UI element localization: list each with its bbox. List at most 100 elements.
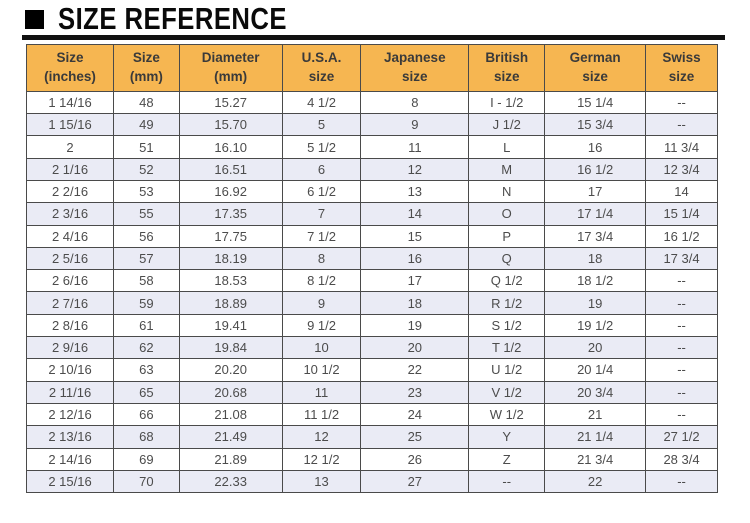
page-title: SIZE REFERENCE	[58, 2, 287, 36]
table-cell: 18.19	[178, 246, 283, 271]
table-cell: 2 5/16	[25, 246, 115, 271]
table-cell: 16 1/2	[544, 157, 647, 181]
table-cell: 2 4/16	[25, 224, 115, 248]
table-cell: 5 1/2	[281, 135, 362, 159]
table-row: 2 15/16 70 22.33 13 27 -- 22 --	[25, 469, 718, 494]
table-cell: 7	[281, 202, 362, 226]
table-cell: U 1/2	[468, 358, 546, 382]
table-cell: 12	[360, 157, 470, 181]
table-cell: 1 15/16	[25, 113, 115, 137]
table-cell: 2 2/16	[25, 179, 115, 204]
table-cell: 2 14/16	[25, 447, 115, 471]
table-cell: 58	[113, 269, 180, 293]
column-header: U.S.A. size	[281, 44, 362, 92]
table-cell: 21	[544, 402, 647, 427]
table-cell: 17 3/4	[645, 246, 718, 271]
table-row: 2 4/16 56 17.75 7 1/2 15 P 17 3/4 16 1/2	[25, 224, 718, 248]
table-cell: L	[468, 135, 546, 159]
table-cell: --	[468, 469, 546, 494]
table-cell: 26	[360, 447, 470, 471]
table-cell: V 1/2	[468, 380, 546, 404]
column-header: Japanese size	[360, 44, 470, 92]
table-row: 2 5/16 57 18.19 8 16 Q 18 17 3/4	[25, 246, 718, 271]
table-cell: 51	[113, 135, 180, 159]
table-cell: 2 15/16	[25, 469, 115, 494]
table-row: 2 14/16 69 21.89 12 1/2 26 Z 21 3/4 28 3/4	[25, 447, 718, 471]
table-cell: 15 1/4	[544, 90, 647, 115]
table-cell: 2 7/16	[25, 291, 115, 315]
table-cell: 17	[544, 179, 647, 204]
table-cell: R 1/2	[468, 291, 546, 315]
table-cell: --	[645, 113, 718, 137]
table-cell: 18	[360, 291, 470, 315]
table-cell: N	[468, 179, 546, 204]
table-cell: 59	[113, 291, 180, 315]
table-cell: 12 3/4	[645, 157, 718, 181]
table-cell: 2 9/16	[25, 336, 115, 360]
table-cell: --	[645, 358, 718, 382]
table-cell: 48	[113, 90, 180, 115]
table-cell: T 1/2	[468, 336, 546, 360]
table-cell: 17.75	[178, 224, 283, 248]
table-cell: 8	[281, 246, 362, 271]
table-cell: 11 3/4	[645, 135, 718, 159]
table-cell: 8	[360, 90, 470, 115]
table-cell: 20	[360, 336, 470, 360]
table-cell: Z	[468, 447, 546, 471]
table-row: 2 6/16 58 18.53 8 1/2 17 Q 1/2 18 1/2 --	[25, 269, 718, 293]
table-cell: 2 8/16	[25, 313, 115, 338]
table-cell: 15.27	[178, 90, 283, 115]
table-cell: I - 1/2	[468, 90, 546, 115]
table-cell: 53	[113, 179, 180, 204]
table-cell: 17 3/4	[544, 224, 647, 248]
table-row: 2 10/16 63 20.20 10 1/2 22 U 1/2 20 1/4 --	[25, 358, 718, 382]
table-cell: 8 1/2	[281, 269, 362, 293]
table-cell: P	[468, 224, 546, 248]
table-cell: 2 12/16	[25, 402, 115, 427]
table-cell: 2 1/16	[25, 157, 115, 181]
table-cell: 20.68	[178, 380, 283, 404]
table-cell: 56	[113, 224, 180, 248]
table-cell: 10 1/2	[281, 358, 362, 382]
table-cell: 18.89	[178, 291, 283, 315]
table-cell: 12 1/2	[281, 447, 362, 471]
table-cell: 14	[360, 202, 470, 226]
table-cell: 66	[113, 402, 180, 427]
table-cell: 24	[360, 402, 470, 427]
table-cell: 15 1/4	[645, 202, 718, 226]
table-cell: 2 11/16	[25, 380, 115, 404]
table-cell: 19	[360, 313, 470, 338]
table-cell: 61	[113, 313, 180, 338]
table-cell: 20	[544, 336, 647, 360]
table-cell: 23	[360, 380, 470, 404]
table-cell: 12	[281, 425, 362, 449]
table-cell: O	[468, 202, 546, 226]
table-cell: 65	[113, 380, 180, 404]
table-cell: 22	[360, 358, 470, 382]
table-row: 2 3/16 55 17.35 7 14 O 17 1/4 15 1/4	[25, 202, 718, 226]
size-reference-table: Size (inches) Size (mm) Diameter (mm) U.S.A. si…	[25, 44, 718, 494]
table-cell: 17 1/4	[544, 202, 647, 226]
table-header: Size (inches) Size (mm) Diameter (mm) U.S.A. si…	[25, 44, 718, 92]
table-cell: 19.41	[178, 313, 283, 338]
table-cell: 27 1/2	[645, 425, 718, 449]
table-cell: 21.89	[178, 447, 283, 471]
table-cell: --	[645, 269, 718, 293]
table-cell: J 1/2	[468, 113, 546, 137]
table-cell: 11 1/2	[281, 402, 362, 427]
column-header: German size	[544, 44, 647, 92]
table-cell: --	[645, 469, 718, 494]
title-divider	[22, 35, 725, 40]
table-cell: 13	[360, 179, 470, 204]
table-cell: 6	[281, 157, 362, 181]
title-bullet-icon	[25, 10, 44, 29]
column-header: Swiss size	[645, 44, 718, 92]
table-cell: 2 6/16	[25, 269, 115, 293]
table-cell: 15	[360, 224, 470, 248]
table-cell: 9	[360, 113, 470, 137]
table-cell: 22	[544, 469, 647, 494]
table-cell: M	[468, 157, 546, 181]
table-cell: 21.49	[178, 425, 283, 449]
table-cell: --	[645, 291, 718, 315]
table-cell: 11	[360, 135, 470, 159]
